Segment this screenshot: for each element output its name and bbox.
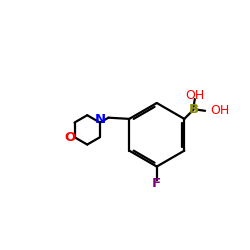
Text: B: B — [188, 103, 199, 116]
Text: OH: OH — [210, 104, 229, 117]
Text: OH: OH — [185, 89, 204, 102]
Text: N: N — [95, 113, 106, 126]
Text: F: F — [152, 177, 161, 190]
Text: O: O — [64, 131, 76, 144]
